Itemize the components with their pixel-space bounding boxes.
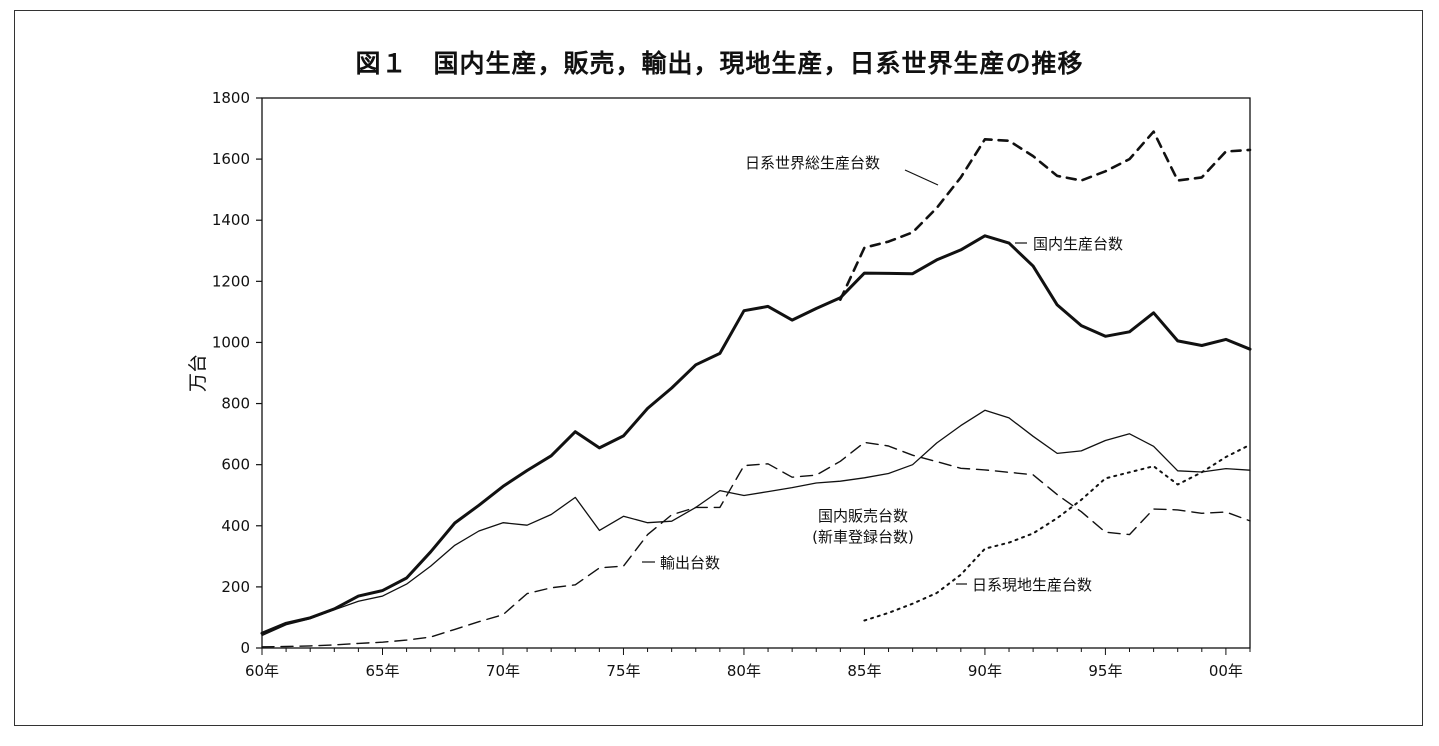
annotation-local-production: 日系現地生産台数 [972,576,1092,594]
x-tick-label: 70年 [486,662,520,680]
y-tick-label: 1000 [212,333,250,351]
series-line-4 [863,443,1251,622]
x-tick-label: 65年 [365,662,399,680]
y-tick-label: 1200 [212,272,250,290]
series-line-1 [260,234,1252,635]
x-tick-label: 00年 [1209,662,1243,680]
x-tick-label: 75年 [606,662,640,680]
annotation-leaders [642,169,1027,585]
series-line-2 [261,409,1251,637]
y-tick-label: 400 [221,517,250,535]
y-tick-label: 1600 [212,150,250,168]
y-axis-label: 万台 [187,354,209,392]
annotation-domestic-sales: 国内販売台数 [818,507,908,525]
annotation-world-production: 日系世界総生産台数 [745,154,880,172]
series-line-0 [838,130,1252,302]
plot-area-border [261,97,1251,649]
annotation-leader-line [904,169,939,186]
y-tick-label: 1800 [212,89,250,107]
annotation-domestic-production: 国内生産台数 [1033,235,1123,253]
y-tick-label: 1400 [212,211,250,229]
x-tick-label: 60年 [245,662,279,680]
x-tick-label: 85年 [847,662,881,680]
x-tick-label: 80年 [727,662,761,680]
y-tick-label: 0 [240,639,250,657]
series-line-3 [261,441,1251,648]
figure-frame [14,10,1423,726]
y-tick-label: 600 [221,456,250,474]
annotation-domestic-sales-sub: (新車登録台数) [812,528,914,546]
x-tick-label: 95年 [1088,662,1122,680]
chart-title: 図１ 国内生産，販売，輸出，現地生産，日系世界生産の推移 [355,49,1084,78]
y-tick-label: 800 [221,395,250,413]
axes: 0 200 400 600 800 1000 1200 1400 1600 1800 60年 65年 7… [212,89,1251,680]
y-tick-label: 200 [221,578,250,596]
x-tick-label: 90年 [968,662,1002,680]
annotation-exports: 輸出台数 [660,554,720,572]
series-lines [260,130,1252,648]
